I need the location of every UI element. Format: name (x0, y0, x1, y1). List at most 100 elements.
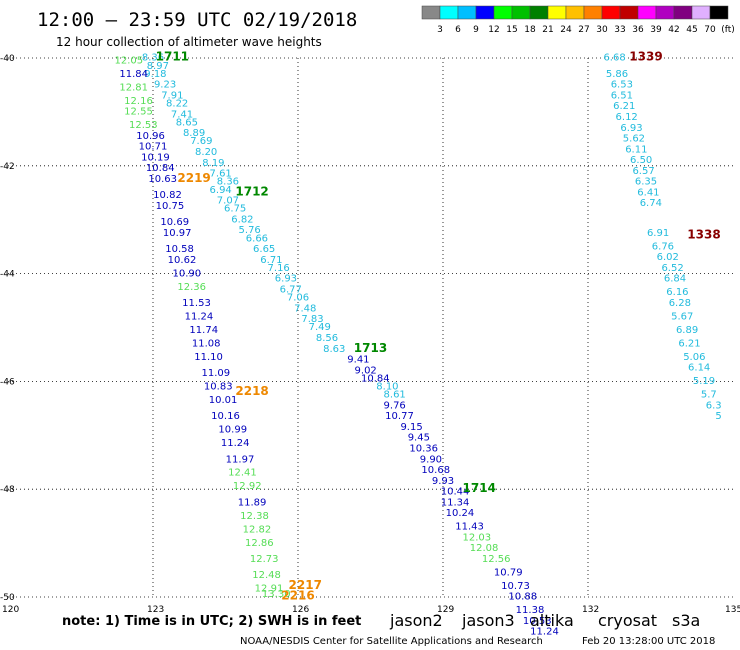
legend-swatch (547, 5, 567, 20)
wave-height-value: 8.89 (183, 128, 205, 139)
wave-height-value: 10.75 (156, 201, 185, 212)
wave-height-value: 9.41 (347, 355, 369, 366)
wave-height-value: 12.53 (129, 120, 158, 131)
y-tick-label: -42 (0, 162, 15, 172)
track-1713: 9.419.0210.849.7610.779.159.4510.369.901… (347, 355, 559, 638)
wave-height-value: 5.67 (671, 311, 693, 322)
wave-height-value: 8.22 (166, 99, 188, 110)
legend-label: 27 (578, 25, 589, 35)
wave-height-value: 11.34 (441, 497, 470, 508)
wave-height-value: 11.24 (185, 311, 214, 322)
legend-label: 3 (437, 25, 443, 35)
wave-height-value: 7.41 (171, 109, 193, 120)
wave-height-value: 6.71 (260, 255, 282, 266)
wave-height-value: 10.84 (361, 373, 390, 384)
sat-jason2: jason2 (389, 611, 443, 630)
wave-height-value: 6.21 (613, 101, 635, 112)
wave-height-value: 6.94 (210, 185, 232, 196)
wave-height-value: 9.76 (384, 400, 406, 411)
wave-height-value: 8.97 (147, 61, 169, 72)
wave-height-value: 11.53 (182, 298, 211, 309)
wave-height-value: 11.10 (194, 352, 223, 363)
legend-swatch (673, 5, 693, 20)
wave-height-value: 12.81 (119, 82, 148, 93)
y-tick-label: -48 (0, 485, 15, 495)
pass-time-label: 2217 (289, 578, 322, 592)
wave-height-value: 6.28 (669, 298, 691, 309)
legend-swatch (583, 5, 603, 20)
chart-title: 12:00 – 23:59 UTC 02/19/2018 (37, 9, 357, 31)
track-1711: 8.368.979.189.237.918.227.418.658.897.69… (142, 53, 406, 401)
pass-time-label: 2219 (177, 171, 210, 185)
wave-height-value: 12.03 (463, 532, 492, 543)
y-tick-label: -46 (0, 377, 15, 387)
wave-height-value: 10.90 (173, 268, 202, 279)
wave-height-value: 12.48 (252, 570, 281, 581)
wave-height-value: 11.09 (202, 368, 231, 379)
y-tick-label: -44 (0, 270, 15, 280)
x-tick-label: 123 (147, 605, 164, 615)
legend-label: 33 (614, 25, 625, 35)
chart-subtitle: 12 hour collection of altimeter wave hei… (56, 35, 322, 49)
wave-height-value: 9.18 (144, 69, 166, 80)
wave-height-value: 6.02 (657, 252, 679, 263)
wave-height-value: 10.58 (165, 244, 194, 255)
legend-label: 6 (455, 25, 461, 35)
wave-height-value: 6.93 (275, 274, 297, 285)
wave-height-value: 10.82 (153, 190, 182, 201)
wave-height-value: 10.63 (148, 174, 177, 185)
wave-height-value: 12.05 (115, 55, 144, 66)
legend-label: 42 (668, 25, 679, 35)
wave-height-value: 12.38 (240, 511, 269, 522)
pass-time-label: 2218 (235, 384, 268, 398)
wave-height-value: 12.36 (177, 282, 206, 293)
legend-swatch (691, 5, 711, 20)
legend-swatch (637, 5, 657, 20)
wave-height-value: 5.86 (606, 69, 628, 80)
wave-height-value: 7.69 (190, 136, 212, 147)
legend-swatch (565, 5, 585, 20)
wave-height-points: 8.368.979.189.237.918.227.418.658.897.69… (115, 53, 722, 638)
legend-swatch (601, 5, 621, 20)
legend-swatch (421, 5, 441, 20)
sat-cryosat: cryosat (598, 611, 657, 630)
wave-height-value: 8.61 (384, 390, 406, 401)
wave-height-value: 9.45 (408, 433, 430, 444)
legend-label: (ft) (721, 25, 735, 35)
wave-height-value: 8.36 (142, 53, 164, 64)
wave-height-value: 11.97 (226, 454, 255, 465)
wave-height-value: 5.19 (693, 376, 715, 387)
wave-height-value: 12.82 (243, 524, 272, 535)
wave-height-value: 8.63 (323, 344, 345, 355)
wave-height-value: 9.23 (154, 80, 176, 91)
wave-height-value: 10.73 (501, 581, 530, 592)
wave-height-value: 11.24 (221, 438, 250, 449)
wave-height-value: 6.16 (666, 287, 688, 298)
wave-height-value: 6.14 (688, 363, 710, 374)
legend-swatch (439, 5, 459, 20)
wave-height-value: 6.12 (616, 112, 638, 123)
wave-height-value: 7.16 (268, 263, 290, 274)
wave-height-value: 6.76 (652, 241, 674, 252)
wave-height-value: 6.53 (611, 80, 633, 91)
wave-height-value: 11.38 (516, 605, 545, 616)
wave-height-value: 10.79 (494, 567, 523, 578)
legend-swatch (457, 5, 477, 20)
wave-height-value: 6.74 (640, 198, 662, 209)
wave-height-value: 9.90 (420, 454, 442, 465)
track-1338: 6.91 6.766.026.526.84 6.166.28 5.67 6.89 6.21… (647, 228, 722, 422)
sat-jason3: jason3 (461, 611, 515, 630)
credit-line: NOAA/NESDIS Center for Satellite Applica… (240, 636, 543, 647)
legend-swatch (475, 5, 495, 20)
wave-height-value: 7.83 (301, 314, 323, 325)
wave-height-value: 10.19 (141, 152, 170, 163)
wave-height-value: 10.88 (508, 592, 537, 603)
wave-height-value: 12.73 (250, 554, 279, 565)
pass-time-label: 1714 (463, 481, 496, 495)
sat-s3a: s3a (672, 611, 700, 630)
wave-height-value: 7.06 (287, 293, 309, 304)
y-tick-label: -40 (0, 54, 15, 64)
wave-height-value: 12.08 (470, 543, 499, 554)
